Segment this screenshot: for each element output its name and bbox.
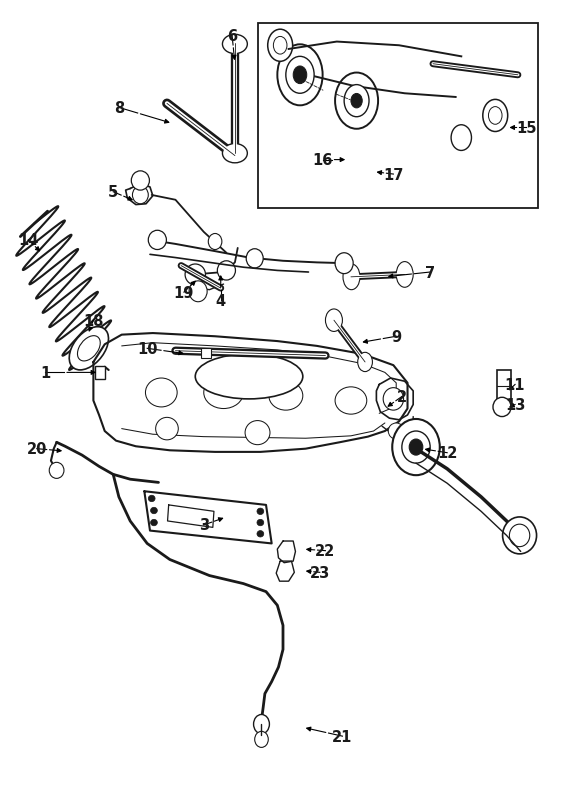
Ellipse shape (69, 327, 109, 371)
Ellipse shape (49, 463, 64, 479)
Text: 11: 11 (505, 378, 525, 392)
Ellipse shape (151, 520, 157, 526)
Text: 13: 13 (505, 398, 525, 412)
Ellipse shape (151, 508, 157, 514)
Bar (258, 24, 538, 209)
Ellipse shape (257, 520, 264, 526)
Text: 18: 18 (83, 314, 104, 328)
Ellipse shape (335, 253, 353, 274)
Bar (497, 371, 511, 401)
Ellipse shape (245, 421, 270, 445)
Ellipse shape (483, 100, 508, 132)
Ellipse shape (388, 423, 404, 439)
Text: 9: 9 (391, 330, 401, 344)
Ellipse shape (78, 336, 100, 362)
Ellipse shape (396, 262, 413, 288)
Text: 19: 19 (174, 286, 194, 300)
Ellipse shape (148, 231, 166, 250)
Text: 6: 6 (227, 29, 237, 43)
Ellipse shape (255, 731, 268, 747)
Ellipse shape (222, 144, 247, 164)
Text: 8: 8 (114, 101, 124, 115)
Ellipse shape (204, 377, 243, 409)
Ellipse shape (351, 95, 362, 109)
Ellipse shape (132, 187, 148, 205)
Text: 15: 15 (516, 121, 537, 136)
Ellipse shape (503, 517, 537, 554)
Ellipse shape (246, 249, 263, 269)
Ellipse shape (222, 35, 247, 55)
Ellipse shape (344, 86, 369, 118)
Ellipse shape (409, 439, 423, 456)
Text: 22: 22 (315, 544, 336, 558)
Ellipse shape (189, 282, 207, 302)
Ellipse shape (335, 74, 378, 130)
Ellipse shape (208, 234, 222, 250)
Ellipse shape (286, 57, 314, 94)
Ellipse shape (257, 508, 264, 515)
Bar (201, 348, 211, 358)
Ellipse shape (148, 496, 155, 502)
Ellipse shape (195, 354, 303, 399)
Text: 4: 4 (216, 294, 226, 308)
Text: 20: 20 (27, 442, 47, 456)
Ellipse shape (293, 67, 307, 84)
Text: 7: 7 (425, 265, 435, 280)
Text: 14: 14 (18, 233, 38, 248)
Ellipse shape (488, 107, 502, 125)
Bar (95, 367, 105, 379)
Text: 2: 2 (397, 390, 407, 404)
Ellipse shape (254, 715, 269, 734)
Ellipse shape (257, 531, 264, 537)
Ellipse shape (383, 388, 404, 411)
Ellipse shape (451, 126, 471, 152)
Ellipse shape (217, 261, 235, 281)
Ellipse shape (402, 431, 430, 464)
Ellipse shape (273, 38, 287, 55)
Text: 23: 23 (310, 565, 330, 580)
Ellipse shape (392, 419, 440, 476)
Ellipse shape (269, 382, 303, 411)
Text: 21: 21 (332, 729, 353, 743)
Ellipse shape (358, 353, 372, 372)
Ellipse shape (185, 265, 205, 286)
Ellipse shape (335, 387, 367, 415)
Ellipse shape (145, 379, 177, 407)
Text: 1: 1 (40, 366, 50, 380)
Ellipse shape (277, 45, 323, 106)
Text: 16: 16 (312, 153, 333, 168)
Text: 3: 3 (199, 518, 209, 533)
Ellipse shape (493, 398, 511, 417)
Ellipse shape (156, 418, 178, 440)
Text: 10: 10 (137, 342, 157, 356)
Ellipse shape (509, 525, 530, 547)
Ellipse shape (325, 310, 342, 332)
Text: 12: 12 (437, 446, 457, 460)
Text: 5: 5 (108, 185, 118, 200)
Ellipse shape (131, 172, 149, 191)
Ellipse shape (268, 30, 293, 63)
Ellipse shape (343, 265, 360, 290)
Text: 17: 17 (383, 168, 404, 182)
